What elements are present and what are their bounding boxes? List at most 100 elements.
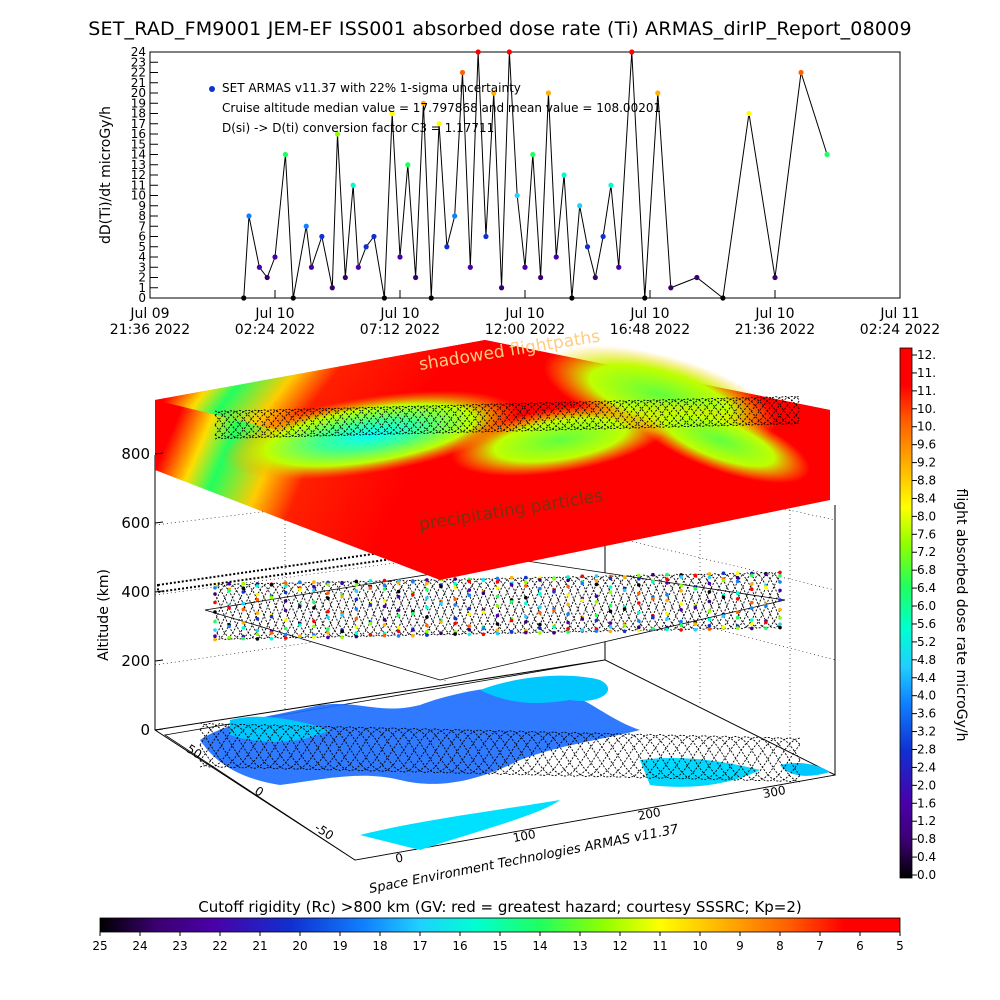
track-point: [453, 616, 457, 621]
track-point: [622, 629, 627, 634]
track-point: [439, 631, 443, 635]
track-point: [750, 622, 754, 626]
track-point: [637, 625, 641, 629]
flight-track: [214, 572, 781, 641]
track-point: [524, 620, 528, 624]
legend-series: SET ARMAS v11.37 with 22% 1-sigma uncert…: [222, 81, 521, 95]
bottom-colorbar-tick-label: 15: [492, 939, 507, 953]
y-tick-label: 17: [131, 117, 146, 131]
right-colorbar-tick-label: 0.4: [917, 850, 936, 864]
track-point: [495, 576, 500, 581]
track-point: [778, 625, 782, 630]
right-colorbar-tick-label: 7.2: [917, 545, 936, 559]
precipitation-layer: [155, 340, 830, 580]
track-point: [453, 577, 457, 581]
track-point: [665, 598, 669, 603]
x-tick-label-date: Jul 10: [379, 306, 419, 322]
track-point: [495, 628, 500, 632]
track-point: [721, 625, 726, 629]
track-point: [269, 637, 274, 641]
dose-point: [459, 69, 466, 76]
track-point: [594, 578, 599, 583]
track-point: [283, 618, 288, 622]
right-colorbar-tick-label: 7.6: [917, 527, 936, 541]
track-point: [524, 630, 528, 635]
flight-track: [199, 723, 801, 783]
track-point: [693, 574, 698, 578]
track-point: [594, 582, 599, 587]
z-tick-mark: [154, 521, 164, 524]
track-point: [608, 629, 613, 634]
dose-rate-timeseries-chart: dD(Ti)/dt microGy/h 01234567891011121314…: [98, 45, 940, 338]
track-point: [580, 581, 585, 586]
track-point: [354, 631, 359, 635]
track-point: [227, 624, 231, 629]
track-point: [622, 623, 627, 628]
track-point: [283, 626, 288, 631]
track-point: [213, 586, 217, 590]
track-point: [255, 611, 260, 615]
dose-point: [483, 233, 489, 240]
track-point: [255, 637, 260, 641]
track-point: [637, 583, 641, 587]
track-point: [453, 632, 457, 636]
track-point: [283, 636, 288, 640]
y-tick-label: 19: [131, 96, 146, 110]
right-colorbar-tick-label: 5.2: [917, 635, 936, 649]
ground-x-tick-label: 300: [762, 783, 787, 801]
track-point: [580, 598, 585, 603]
dose-point: [592, 274, 598, 281]
track-point: [679, 575, 683, 579]
track-point: [750, 573, 754, 578]
track-point: [566, 575, 570, 579]
z-tick-label: 600: [121, 514, 150, 532]
track-point: [764, 572, 768, 577]
track-point: [608, 609, 613, 614]
track-point: [594, 594, 599, 598]
track-point: [778, 607, 782, 612]
track-point: [354, 579, 359, 584]
track-point: [382, 604, 387, 609]
track-point: [735, 591, 740, 595]
track-point: [594, 629, 599, 633]
track-point: [693, 586, 698, 591]
track-point: [524, 575, 528, 580]
track-point: [608, 590, 613, 594]
x-tick-label-time: 02:24 2022: [235, 322, 315, 338]
track-point: [283, 608, 288, 613]
track-point: [538, 622, 542, 627]
track-point: [283, 632, 288, 637]
flight-track: [214, 396, 801, 439]
track-point: [213, 619, 217, 624]
x-tick-label-time: 21:36 2022: [735, 322, 815, 338]
track-point: [707, 599, 712, 604]
track-point: [312, 619, 316, 624]
dose-point: [577, 203, 583, 209]
y-tick-label: 3: [138, 260, 146, 274]
track-point: [425, 629, 429, 634]
dose-point: [655, 90, 661, 96]
y-tick-label: 2: [138, 271, 146, 285]
dose-point: [629, 49, 635, 55]
y-tick-label: 12: [131, 168, 146, 182]
track-point: [552, 589, 556, 594]
iss-flight-tracks: [213, 570, 782, 642]
track-point: [326, 631, 330, 635]
track-point: [453, 597, 457, 601]
track-point: [481, 610, 486, 614]
track-point: [396, 625, 401, 630]
legend-median-mean: Cruise altitude median value = 17.797868…: [222, 101, 661, 115]
dose-point: [329, 285, 335, 291]
bottom-colorbar-label: Cutoff rigidity (Rc) >800 km (GV: red = …: [198, 898, 801, 916]
track-point: [269, 583, 274, 587]
track-point: [368, 632, 373, 637]
figure-title: SET_RAD_FM9001 JEM-EF ISS001 absorbed do…: [88, 18, 912, 40]
track-point: [481, 626, 486, 631]
bottom-colorbar-tick-label: 17: [412, 939, 427, 953]
right-colorbar-tick-label: 9.2: [917, 456, 936, 470]
dose-point: [246, 213, 252, 219]
x-tick-label-time: 12:00 2022: [485, 322, 565, 338]
bottom-colorbar-tick-label: 20: [292, 939, 307, 953]
flight-track: [214, 396, 801, 440]
flight-track: [199, 722, 801, 782]
